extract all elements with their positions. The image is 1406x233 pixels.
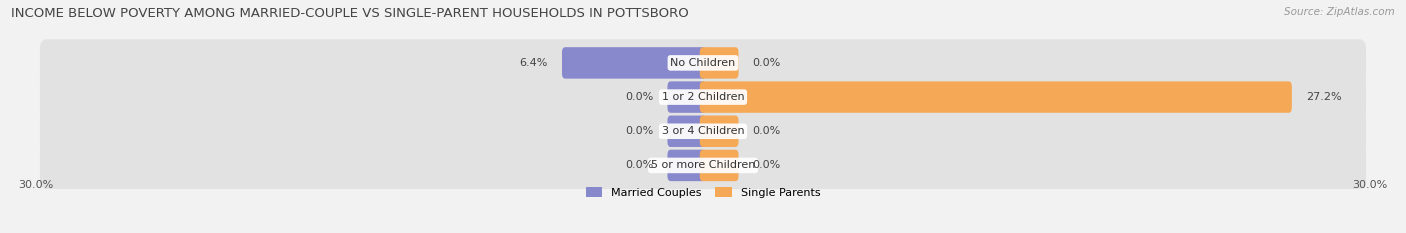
Text: 1 or 2 Children: 1 or 2 Children (662, 92, 744, 102)
FancyBboxPatch shape (668, 150, 706, 181)
Text: 6.4%: 6.4% (520, 58, 548, 68)
Text: 30.0%: 30.0% (18, 180, 53, 190)
FancyBboxPatch shape (668, 81, 706, 113)
FancyBboxPatch shape (39, 108, 1367, 155)
FancyBboxPatch shape (39, 73, 1367, 121)
FancyBboxPatch shape (700, 116, 738, 147)
FancyBboxPatch shape (39, 142, 1367, 189)
Text: 0.0%: 0.0% (626, 92, 654, 102)
Text: 5 or more Children: 5 or more Children (651, 161, 755, 170)
Text: 27.2%: 27.2% (1306, 92, 1341, 102)
Legend: Married Couples, Single Parents: Married Couples, Single Parents (586, 187, 820, 198)
Text: 30.0%: 30.0% (1353, 180, 1388, 190)
Text: 0.0%: 0.0% (752, 126, 780, 136)
Text: No Children: No Children (671, 58, 735, 68)
Text: 3 or 4 Children: 3 or 4 Children (662, 126, 744, 136)
Text: 0.0%: 0.0% (752, 58, 780, 68)
FancyBboxPatch shape (700, 47, 738, 79)
FancyBboxPatch shape (39, 39, 1367, 86)
Text: 0.0%: 0.0% (752, 161, 780, 170)
FancyBboxPatch shape (562, 47, 706, 79)
FancyBboxPatch shape (668, 116, 706, 147)
Text: 0.0%: 0.0% (626, 161, 654, 170)
Text: Source: ZipAtlas.com: Source: ZipAtlas.com (1284, 7, 1395, 17)
Text: INCOME BELOW POVERTY AMONG MARRIED-COUPLE VS SINGLE-PARENT HOUSEHOLDS IN POTTSBO: INCOME BELOW POVERTY AMONG MARRIED-COUPL… (11, 7, 689, 20)
FancyBboxPatch shape (700, 150, 738, 181)
FancyBboxPatch shape (700, 81, 1292, 113)
Text: 0.0%: 0.0% (626, 126, 654, 136)
